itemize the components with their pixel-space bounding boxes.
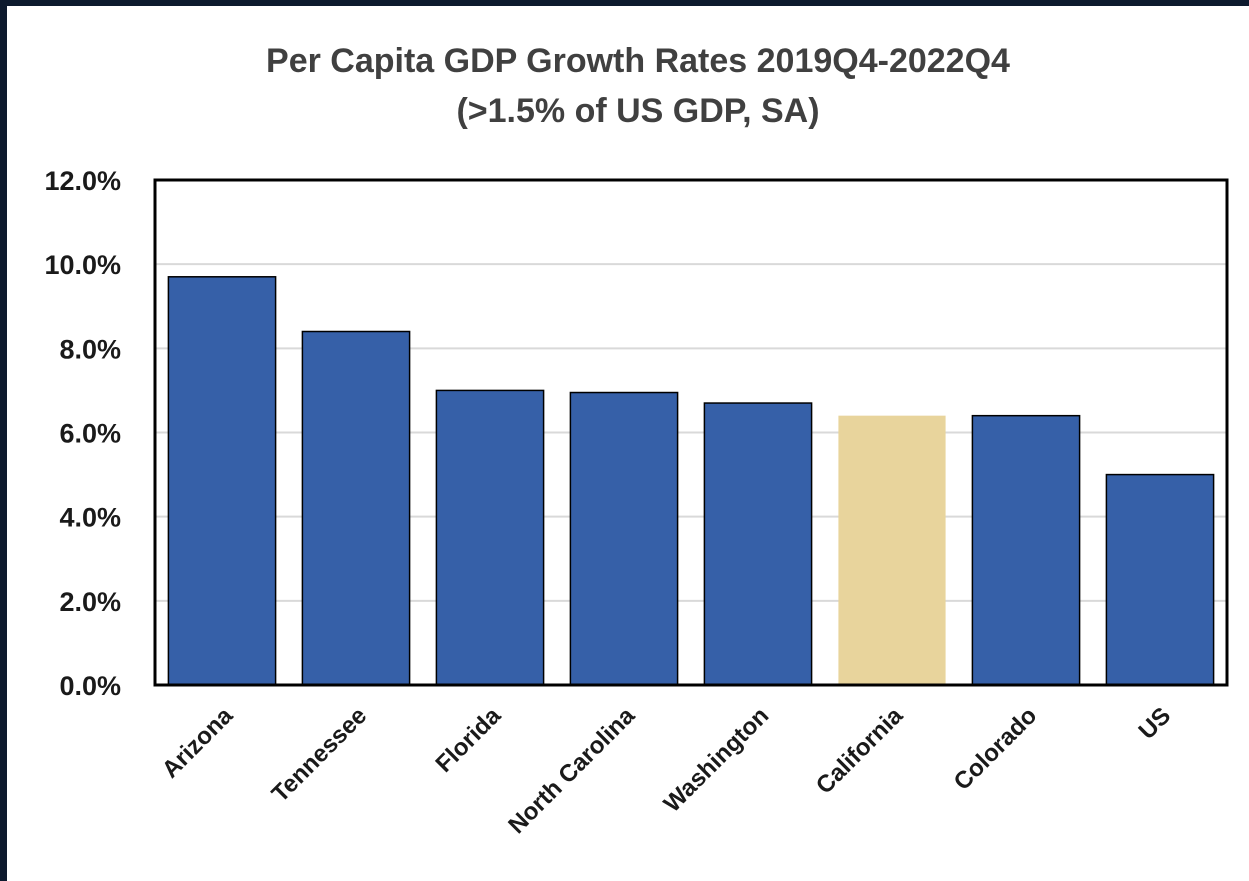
bar-tennessee [301, 330, 411, 686]
plot-border [153, 178, 1229, 687]
x-tick-label: Arizona [157, 702, 239, 784]
x-tick-label: US [1134, 702, 1177, 745]
x-tick-label: Washington [659, 702, 775, 818]
bar-california [838, 415, 946, 685]
x-tick-label: North Carolina [503, 702, 640, 839]
x-tick-label: Colorado [949, 702, 1043, 796]
chart-title: Per Capita GDP Growth Rates 2019Q4-2022Q… [266, 42, 1010, 80]
bars [167, 276, 1215, 686]
y-tick-label: 6.0% [59, 419, 121, 449]
x-tick-label: California [811, 702, 909, 800]
x-tick-label: Florida [431, 702, 507, 778]
bar-us [1105, 473, 1215, 686]
x-tick-label: Tennessee [267, 702, 373, 808]
bar-north-carolina [569, 391, 679, 686]
y-tick-label: 4.0% [59, 503, 121, 533]
y-axis-ticks: 0.0% 2.0% 4.0% 6.0% 8.0% 10.0% 12.0% [44, 166, 121, 701]
y-tick-label: 12.0% [44, 166, 121, 196]
bar-florida [435, 389, 545, 686]
bar-washington [703, 402, 813, 686]
y-tick-label: 10.0% [44, 250, 121, 280]
y-tick-label: 2.0% [59, 587, 121, 617]
bar-arizona [167, 276, 277, 686]
y-tick-label: 8.0% [59, 334, 121, 364]
chart-subtitle: (>1.5% of US GDP, SA) [456, 92, 819, 130]
bar-colorado [971, 414, 1081, 686]
y-tick-label: 0.0% [59, 671, 121, 701]
